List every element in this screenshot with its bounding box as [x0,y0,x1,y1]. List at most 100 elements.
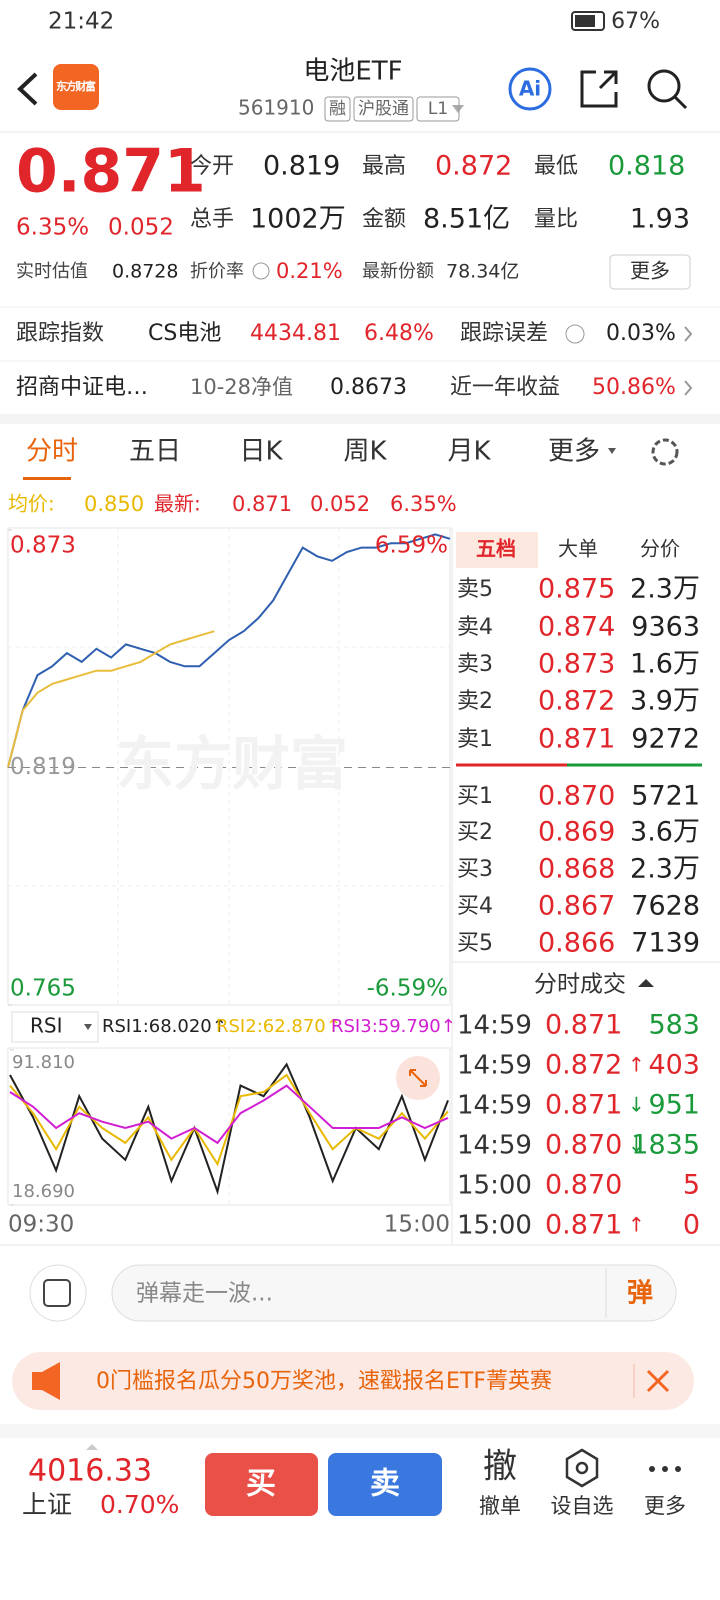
divider [0,414,720,424]
ai-button[interactable] [508,67,552,111]
book-label: 卖5 [457,577,493,602]
sort-icon [638,979,654,987]
y-tick-label: 0.765 [10,976,76,1002]
tab[interactable]: 五日 [129,437,181,467]
trade-time: 14:59 [457,1091,532,1121]
tab[interactable]: 周K [343,437,387,467]
trade-volume: 5 [683,1170,700,1201]
book-volume: 2.3万 [630,574,700,605]
sell-button[interactable] [328,1453,442,1516]
book-volume: 3.6万 [630,817,700,848]
book-tab[interactable]: 五档 [476,537,516,561]
book-price: 0.872 [538,686,615,717]
megaphone-icon [32,1362,60,1400]
banner[interactable] [12,1352,694,1410]
track-value: 4434.81 [250,321,341,346]
status-battery: 67% [611,9,660,34]
indicator-name: RSI [30,1014,63,1038]
help-icon [565,324,585,344]
book-tab[interactable]: 大单 [558,537,598,561]
extra-value: 78.34亿 [446,261,519,283]
book-label: 买3 [457,857,493,882]
trade-arrow: ↑ [628,1053,645,1077]
more-icon[interactable] [649,1466,655,1472]
chevron[interactable] [684,380,693,396]
tag [416,96,460,122]
book-tab[interactable]: 分价 [640,537,680,561]
info-icon [252,262,270,280]
stat-value: 1.93 [630,204,690,235]
footer-action[interactable]: 撤单 [479,1494,521,1518]
index-arrow [86,1444,98,1450]
buy-button[interactable] [205,1453,318,1516]
trade-time: 14:59 [457,1131,532,1161]
y-tick-label: 91.810 [12,1052,75,1073]
nav-label: 10-28净值 [190,375,293,399]
chevron[interactable] [684,326,693,342]
latest-value: 0.871 [232,492,292,516]
search-button[interactable] [647,69,681,103]
book-volume: 9272 [631,724,700,755]
buy-label[interactable]: 买 [246,1467,276,1502]
book-volume: 9363 [631,612,700,643]
return-label: 近一年收益 [450,375,560,400]
danmaku-button[interactable]: 弹 [627,1279,653,1309]
sell-label[interactable]: 卖 [370,1467,400,1502]
back-button[interactable] [17,72,38,106]
stat-label: 最高 [362,154,406,179]
trade-volume: 0 [683,1210,700,1241]
indicator-select[interactable] [11,1011,99,1043]
dropdown-icon[interactable] [452,105,464,113]
book-volume: 2.3万 [630,854,700,885]
data-line [9,1084,449,1145]
share-button[interactable] [580,70,618,108]
cancel-icon[interactable]: 撤 [483,1447,517,1487]
extra-label: 折价率 [190,261,244,282]
status-time: 21:42 [48,9,114,35]
extra-label: 最新份额 [362,261,434,282]
tab-highlight [456,532,538,568]
tab[interactable]: 日K [239,437,283,467]
tab[interactable]: 月K [447,437,491,467]
footer-action[interactable]: 设自选 [551,1494,614,1518]
data-line [7,533,451,768]
trade-volume: 1835 [631,1130,700,1161]
trade-price: 0.871 [545,1010,622,1041]
latest-pct: 6.35% [390,492,457,516]
settings-button[interactable] [651,438,679,466]
watchlist-icon[interactable] [565,1448,599,1488]
track-pct: 6.48% [364,321,434,346]
footer-action[interactable]: 更多 [644,1494,686,1518]
logo-text: 东方财富 [56,79,96,93]
book-price: 0.870 [538,781,615,812]
book-label: 卖2 [457,689,493,714]
tab[interactable]: 更多 [548,437,600,467]
comment-placeholder: 弹幕走一波... [136,1281,273,1307]
comment-settings[interactable] [29,1264,87,1322]
trade-volume: 951 [648,1090,700,1121]
watchlist-icon-dot [575,1461,589,1475]
track-error-label: 跟踪误差 [460,321,548,346]
book-price: 0.875 [538,574,615,605]
track-label: 跟踪指数 [16,321,104,346]
book-price: 0.867 [538,891,615,922]
battery-level [575,15,595,27]
track-index: CS电池 [148,321,221,346]
stat-value: 0.872 [435,151,512,182]
tab[interactable]: 分时 [26,437,78,467]
close-button[interactable] [646,1369,670,1393]
stat-label: 量比 [534,207,578,232]
stat-label: 今开 [190,154,234,179]
banner-text: 0门槛报名瓜分50万奖池，速戳报名ETF菁英赛 [96,1369,552,1394]
comment-input[interactable] [111,1264,677,1322]
latest-change: 0.052 [310,492,370,516]
index-value: 4016.33 [28,1454,152,1489]
more-button[interactable] [609,254,691,290]
trade-price: 0.870 [545,1170,622,1201]
more-button-label[interactable]: 更多 [630,259,670,283]
stat-label: 金额 [362,207,406,232]
trade-price: 0.871 [545,1210,622,1241]
change-pct: 6.35% [16,215,89,241]
